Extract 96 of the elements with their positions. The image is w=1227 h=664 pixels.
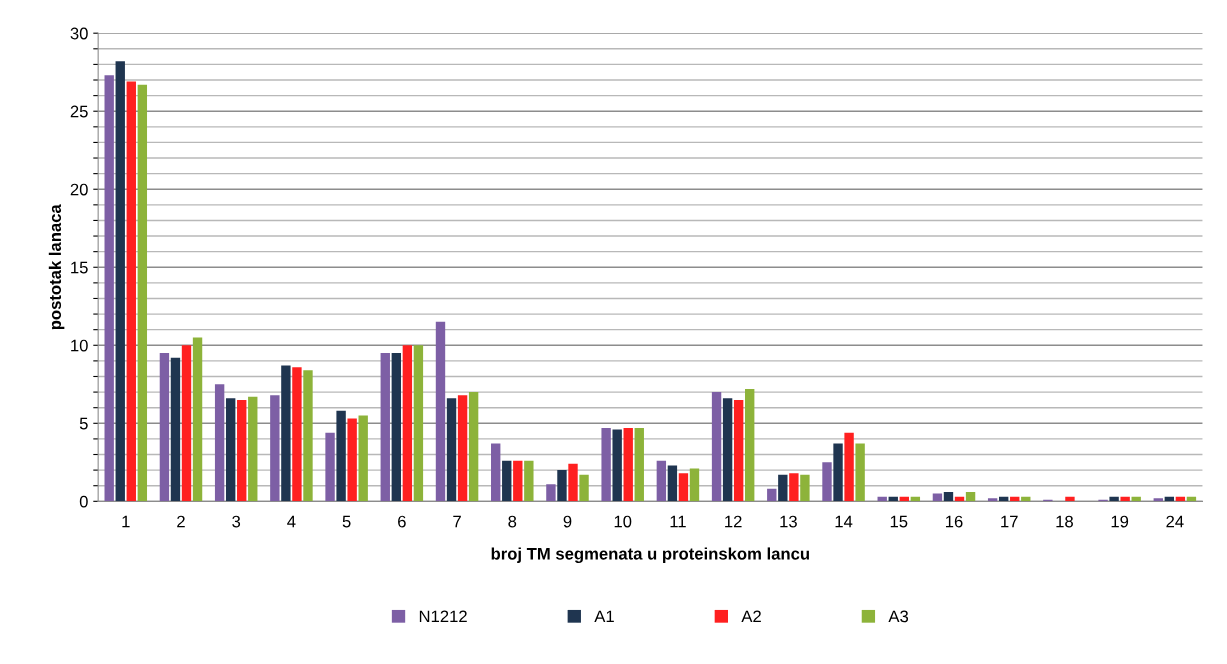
bar (358, 415, 368, 502)
bar (225, 398, 236, 502)
bar (943, 491, 954, 502)
x-tick-label: 14 (835, 515, 853, 528)
x-tick-label: 10 (614, 515, 632, 528)
y-tick-label: 0 (79, 495, 88, 508)
bar (678, 473, 689, 502)
bar (546, 484, 556, 502)
bar (435, 321, 446, 502)
bar (745, 388, 755, 502)
bar (391, 353, 402, 502)
bar (159, 353, 170, 502)
bar (457, 395, 468, 502)
x-axis-title: broj TM segmenata u proteinskom lancu (491, 547, 809, 564)
bar (1120, 496, 1130, 502)
bar (281, 365, 291, 502)
bar (491, 443, 501, 502)
y-axis-title: postotak lanaca (48, 204, 65, 330)
bar (336, 410, 346, 502)
bar (347, 418, 357, 502)
y-tick-label: 10 (71, 339, 88, 352)
bar (623, 427, 633, 502)
bar (104, 75, 114, 502)
bar (778, 474, 788, 502)
x-tick-label: 2 (177, 515, 185, 528)
bar (413, 345, 424, 502)
bar (822, 462, 832, 502)
x-tick-label: 9 (563, 515, 572, 528)
bar (965, 491, 976, 502)
bar (568, 463, 578, 502)
bar (844, 432, 854, 502)
legend-label: A3 (888, 610, 909, 623)
y-tick-label: 30 (70, 27, 88, 40)
x-tick-label: 5 (342, 515, 351, 528)
bar (192, 337, 203, 502)
y-tick-label: 25 (70, 105, 88, 118)
legend-label: A2 (741, 610, 761, 623)
y-tick-label: 15 (71, 261, 88, 274)
bar (1109, 496, 1119, 502)
bar (248, 396, 258, 502)
bar (446, 398, 457, 502)
x-tick-label: 8 (508, 515, 517, 528)
x-tick-label: 4 (287, 515, 296, 528)
bar (855, 443, 865, 502)
bar (557, 470, 567, 502)
bar (181, 345, 192, 502)
bar (987, 498, 998, 502)
y-tick-label: 20 (70, 183, 88, 196)
legend-label: A1 (594, 610, 614, 623)
bar (1065, 496, 1075, 502)
x-tick-label: 13 (780, 515, 797, 528)
x-tick-label: 1 (122, 515, 130, 528)
bar (634, 427, 644, 502)
bar (502, 460, 512, 502)
bar (237, 399, 247, 502)
bar (656, 460, 667, 502)
bar (468, 392, 479, 502)
bar (689, 468, 700, 502)
x-tick-label: 17 (1001, 515, 1018, 528)
bar (579, 474, 589, 502)
x-tick-label: 3 (232, 515, 241, 528)
x-tick-label: 24 (1166, 515, 1184, 528)
bar (303, 370, 313, 502)
bar (789, 473, 799, 502)
x-tick-label: 7 (453, 515, 461, 528)
bar (667, 465, 678, 502)
x-tick-label: 12 (725, 515, 742, 528)
bar (612, 429, 622, 502)
bar (137, 84, 148, 502)
bar (380, 353, 390, 502)
bar (833, 443, 843, 502)
bar (270, 395, 280, 502)
bar (1153, 498, 1163, 502)
bar (767, 488, 777, 502)
x-tick-label: 15 (890, 515, 908, 528)
bar (733, 399, 744, 502)
bar (115, 61, 125, 502)
bar (524, 460, 534, 502)
bar (402, 345, 413, 502)
x-tick-label: 16 (946, 515, 963, 528)
bar (170, 357, 181, 502)
bar (126, 81, 136, 502)
bar (325, 432, 335, 502)
y-tick-label: 5 (79, 417, 88, 430)
x-tick-label: 11 (670, 515, 686, 528)
bar (601, 427, 611, 502)
legend-label: N1212 (419, 610, 467, 623)
bar (722, 398, 733, 502)
bar (513, 460, 523, 502)
bar (800, 474, 810, 502)
bar (292, 367, 302, 502)
bar (711, 392, 722, 502)
x-tick-label: 19 (1111, 515, 1129, 528)
x-tick-label: 18 (1056, 515, 1073, 528)
x-tick-label: 6 (398, 515, 406, 528)
bar (214, 384, 225, 502)
